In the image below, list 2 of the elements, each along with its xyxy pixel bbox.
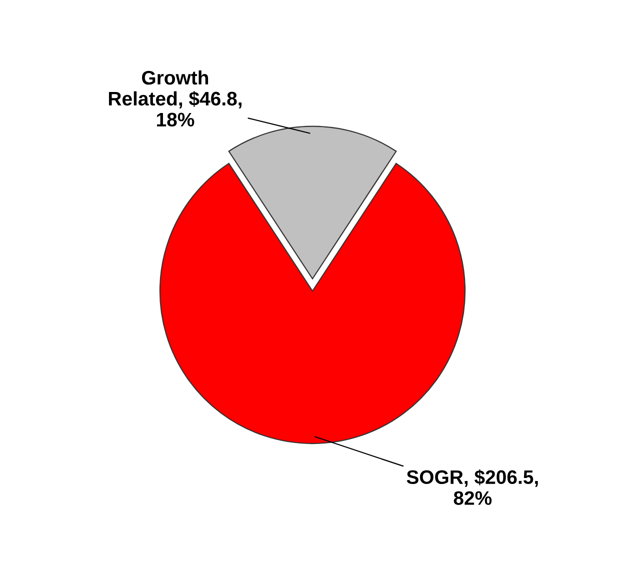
slice-label: Growth Related, $46.8, 18% bbox=[108, 70, 242, 127]
slice-label: SOGR, $206.5, 82% bbox=[406, 469, 538, 505]
